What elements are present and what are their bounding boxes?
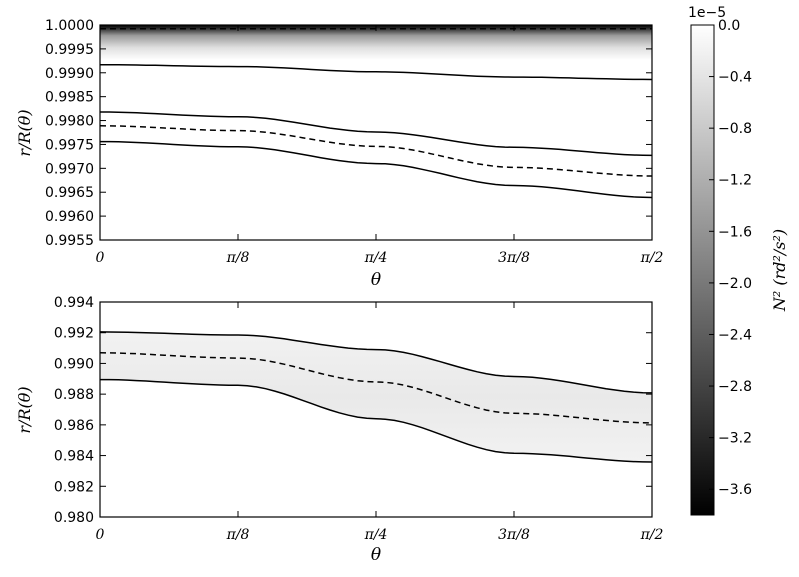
top-x-ticks: 0 π/8 π/4 3π/8 π/2 <box>96 25 664 266</box>
bottom-y-tick-label: 0.986 <box>54 418 94 434</box>
colorbar-label: N² (rd²/s²) <box>770 229 789 312</box>
colorbar-tick-label: −3.2 <box>718 431 752 447</box>
top-y-tick-label: 0.9960 <box>45 209 94 225</box>
top-x-tick-label: 0 <box>96 250 105 266</box>
colorbar-offset-label: 1e−5 <box>688 5 726 21</box>
bottom-y-axis-label: r/R(θ) <box>15 386 34 433</box>
top-y-tick-label: 0.9975 <box>45 137 94 153</box>
bottom-shading-band <box>100 331 652 462</box>
bottom-x-tick-label: π/8 <box>226 527 250 543</box>
bottom-x-ticks: 0 π/8 π/4 3π/8 π/2 <box>96 302 664 543</box>
top-x-tick-label: 3π/8 <box>498 250 530 266</box>
top-series-1-solid-line <box>100 63 652 81</box>
colorbar-tick-label: −0.8 <box>718 121 752 137</box>
top-y-tick-label: 0.9990 <box>45 66 94 82</box>
top-y-tick-label: 0.9995 <box>45 42 94 58</box>
top-y-tick-label: 0.9970 <box>45 161 94 177</box>
top-x-tick-label: π/2 <box>640 250 664 266</box>
top-x-tick-label: π/4 <box>364 250 388 266</box>
colorbar: 0.0−0.4−0.8−1.2−1.6−2.0−2.4−2.8−3.2−3.6 … <box>688 5 789 516</box>
bottom-series-2-dashed-line <box>100 352 652 424</box>
top-series-3-solid-line <box>100 111 652 157</box>
bottom-x-tick-label: 0 <box>96 527 105 543</box>
colorbar-tick-label: −2.8 <box>718 379 752 395</box>
colorbar-tick-label: −2.4 <box>718 327 752 343</box>
bottom-series-1-solid-line <box>100 331 652 394</box>
top-y-tick-label: 1.0000 <box>45 18 94 34</box>
top-y-axis-label: r/R(θ) <box>15 109 34 156</box>
colorbar-tick-label: −2.0 <box>718 276 752 292</box>
colorbar-tick-label: 0.0 <box>718 18 740 34</box>
top-series-4-dashed-line <box>100 125 652 177</box>
bottom-y-tick-label: 0.992 <box>54 326 94 342</box>
top-x-axis-label: θ <box>371 270 381 290</box>
top-x-tick-label: π/8 <box>226 250 250 266</box>
bottom-series-3-solid-line <box>100 378 652 463</box>
bottom-x-tick-label: π/2 <box>640 527 664 543</box>
top-panel: 0.9955 0.9960 0.9965 0.9970 0.9975 0.9980 0.99… <box>15 18 664 290</box>
colorbar-ticks: 0.0 −0.4 −0.8 −1.2 −1.6 −2.0 −2.4 −2.8 −3.2 −3.6 <box>709 18 752 498</box>
colorbar-tick-label: −0.4 <box>718 70 752 86</box>
bottom-y-tick-label: 0.980 <box>54 510 94 526</box>
top-y-tick-label: 0.9985 <box>45 90 94 106</box>
bottom-y-tick-label: 0.994 <box>54 295 94 311</box>
colorbar-tick-label: −1.2 <box>718 173 752 189</box>
bottom-y-tick-label: 0.984 <box>54 449 94 465</box>
bottom-x-tick-label: π/4 <box>364 527 388 543</box>
top-series-5-solid-line <box>100 140 652 199</box>
bottom-y-tick-label: 0.988 <box>54 387 94 403</box>
bottom-y-tick-label: 0.982 <box>54 479 94 495</box>
top-y-tick-label: 0.9980 <box>45 114 94 130</box>
colorbar-gradient <box>690 24 715 516</box>
top-y-tick-label: 0.9955 <box>45 233 94 249</box>
bottom-y-ticks: 0.980 0.982 0.984 0.986 0.988 0.990 0.992 0.994 <box>54 295 652 526</box>
bottom-x-tick-label: 3π/8 <box>498 527 530 543</box>
top-y-tick-label: 0.9965 <box>45 185 94 201</box>
bottom-panel: 0.980 0.982 0.984 0.986 0.988 0.990 0.992 0.994… <box>15 295 664 565</box>
bottom-series-group <box>100 331 652 463</box>
colorbar-tick-label: −1.6 <box>718 224 752 240</box>
top-y-ticks: 0.9955 0.9960 0.9965 0.9970 0.9975 0.9980 0.99… <box>45 18 652 249</box>
colorbar-tick-label: −3.6 <box>718 482 752 498</box>
bottom-y-tick-label: 0.990 <box>54 356 94 372</box>
bottom-x-axis-label: θ <box>371 545 381 565</box>
